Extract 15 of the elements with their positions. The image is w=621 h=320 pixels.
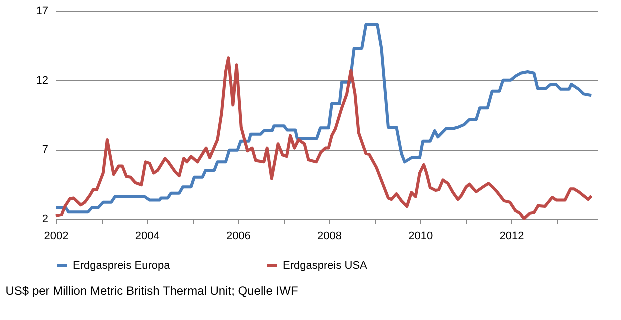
line-series [54,56,594,220]
line-series [54,23,594,214]
x-tick-label: 2012 [500,230,524,242]
y-tick-label: 2 [42,214,48,226]
legend-label: Erdgaspreis USA [283,260,368,272]
text: US$ per Million Metric British Thermal Unit; Quelle IWF [6,284,298,298]
x-tick-label: 2008 [318,230,342,242]
x-tick-label: 2002 [44,230,69,242]
x-tick-label: 2010 [408,230,434,242]
legend-label: Erdgaspreis Europa [73,260,172,272]
y-tick-label: 12 [36,74,48,87]
y-tick-label: 17 [36,6,48,18]
x-tick-label: 2006 [226,230,251,242]
x-tick-label: 2004 [135,230,160,242]
y-tick-label: 7 [42,144,48,156]
